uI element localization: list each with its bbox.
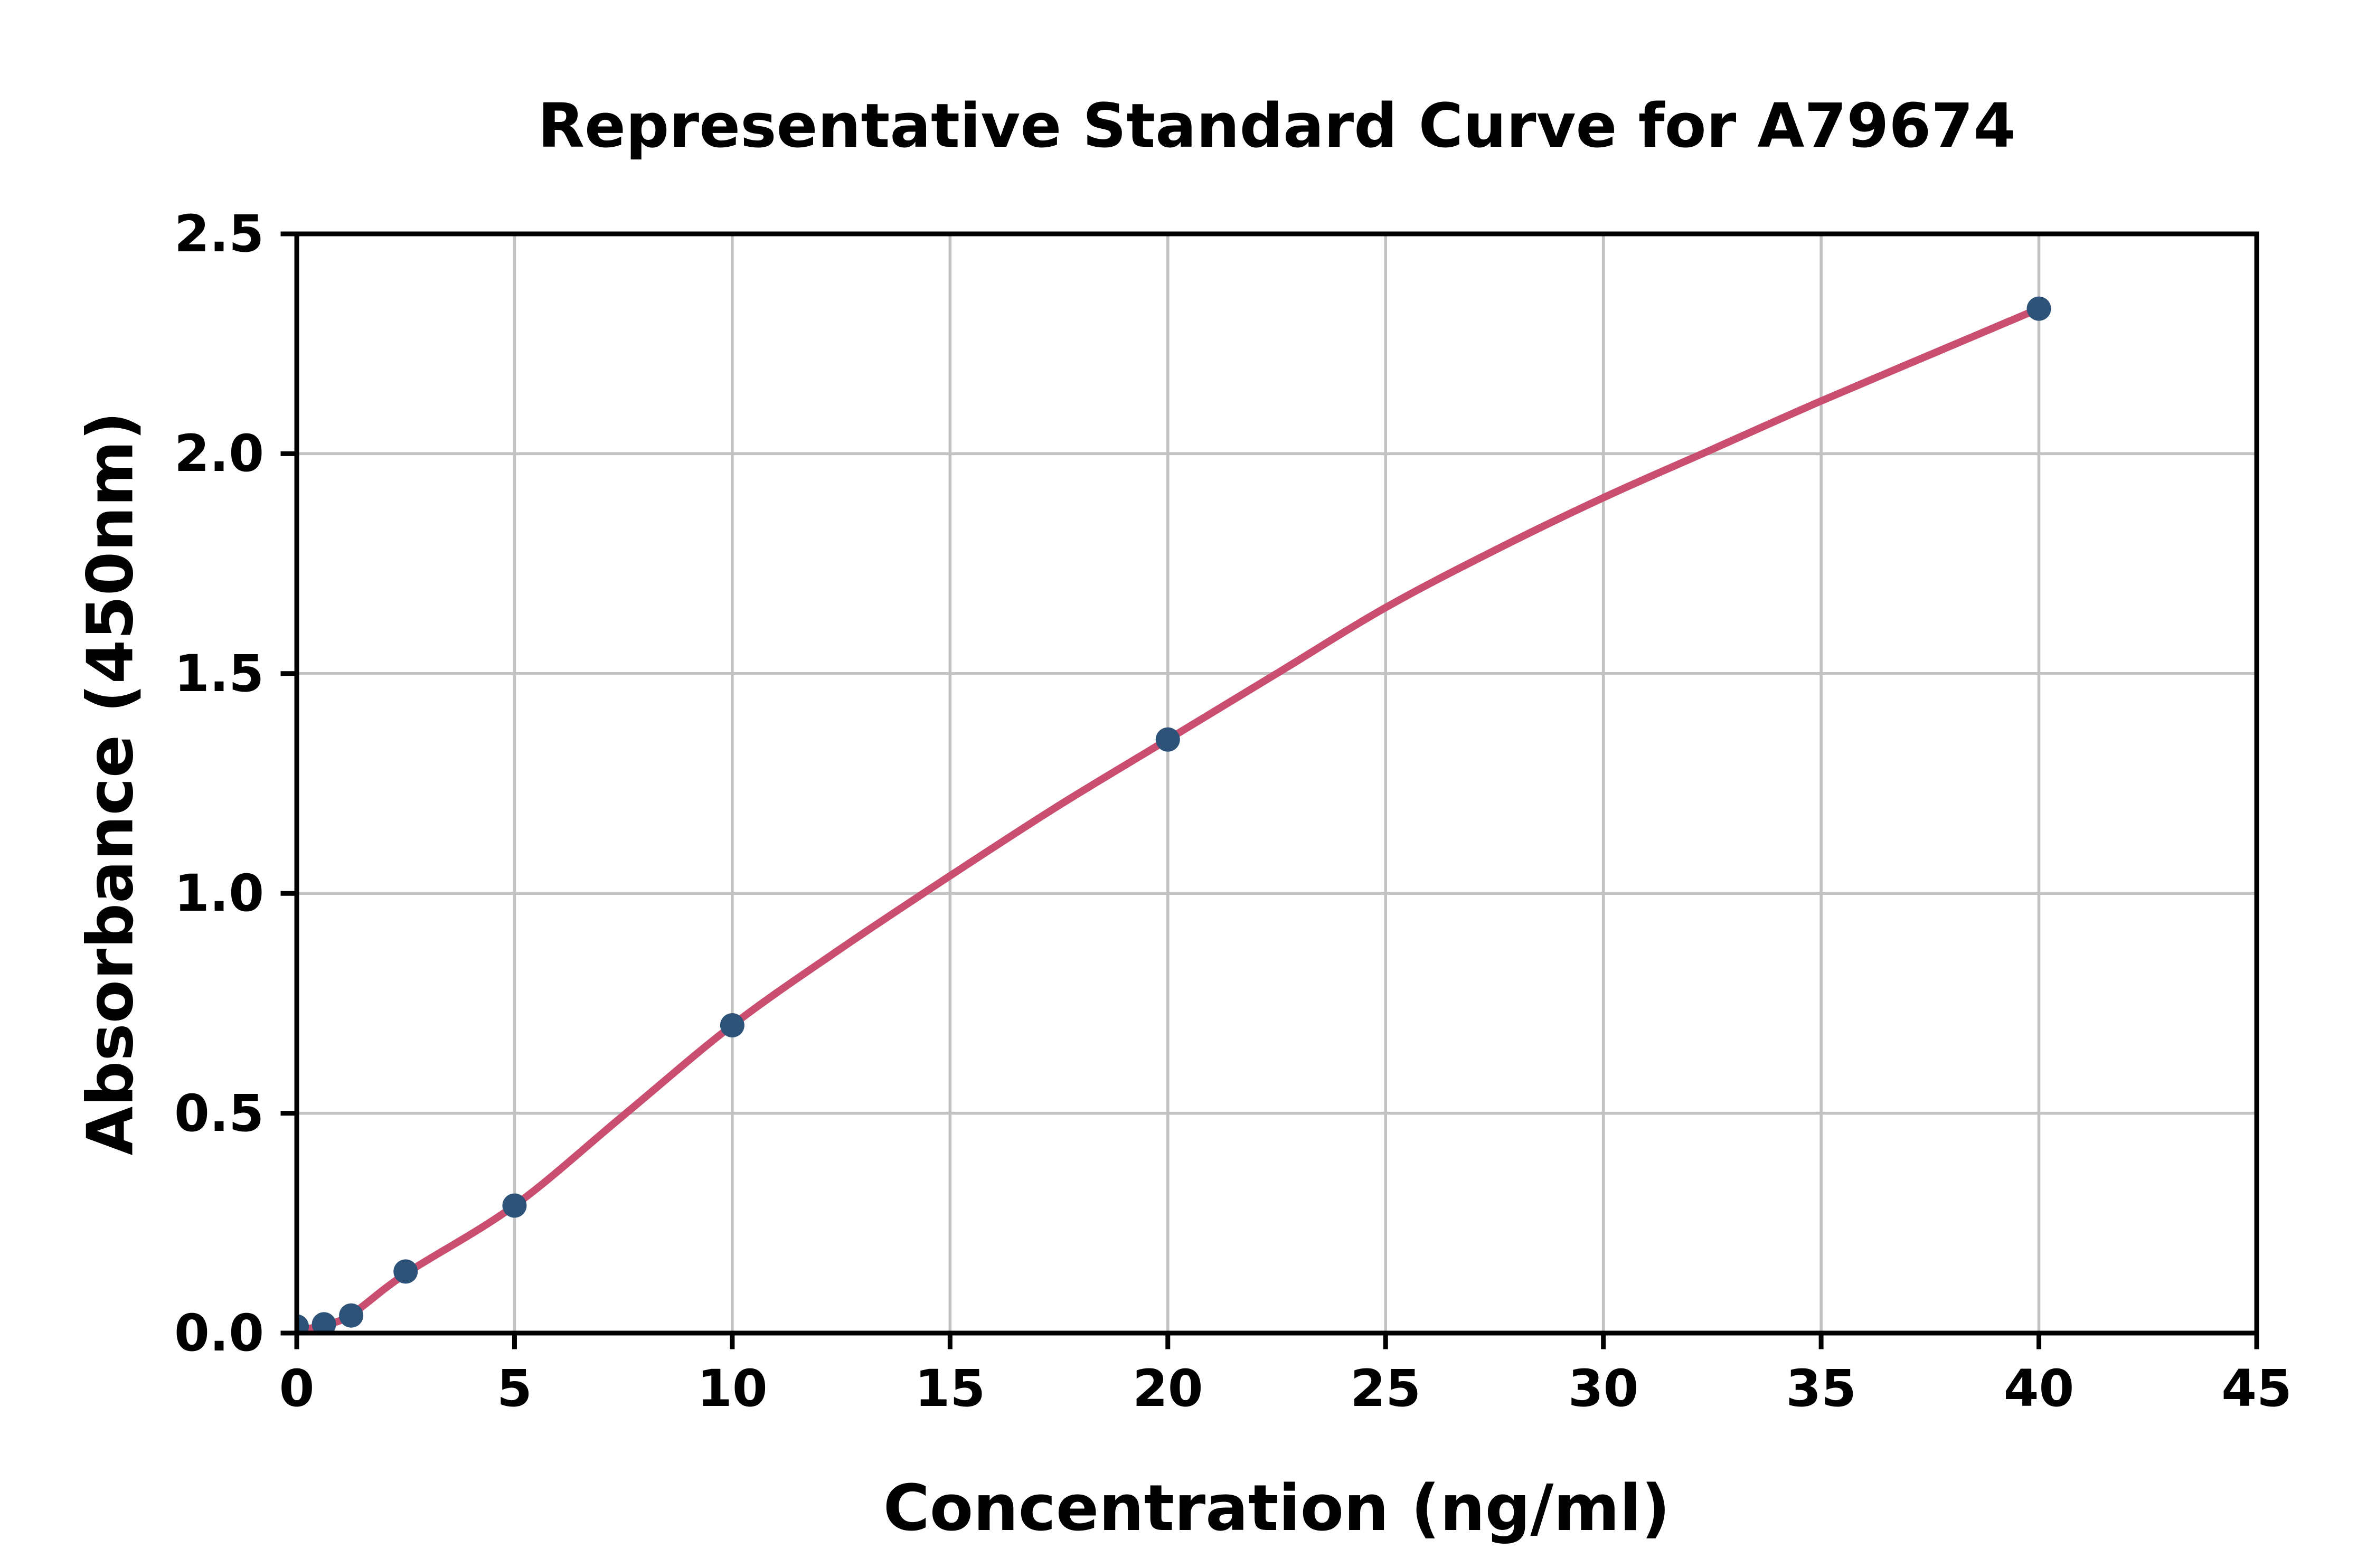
y-axis-label-text: Absorbance (450nm): [74, 411, 148, 1156]
y-tick-label: 1.5: [174, 644, 264, 703]
plot-border: [294, 231, 2259, 1336]
x-tick-label: 45: [2221, 1359, 2292, 1418]
x-tick-label: 30: [1568, 1359, 1639, 1418]
data-point-marker: [339, 1303, 364, 1328]
y-tick-label: 0.0: [174, 1303, 264, 1363]
data-point-marker: [1155, 727, 1180, 752]
x-tick-label: 25: [1350, 1359, 1421, 1418]
x-tick-label: 0: [279, 1359, 315, 1418]
data-point-marker: [720, 1013, 744, 1038]
plot-content: [297, 296, 2051, 1333]
y-tick-label: 1.0: [174, 864, 264, 923]
x-tick-label: 40: [2003, 1359, 2075, 1418]
x-tick-label: 5: [497, 1359, 532, 1418]
data-point-marker: [502, 1193, 527, 1218]
data-point-marker: [297, 1314, 309, 1333]
data-point-marker: [312, 1312, 336, 1333]
y-tick-label: 2.5: [174, 204, 264, 263]
data-point-marker: [393, 1259, 418, 1284]
data-point-marker: [2026, 296, 2051, 321]
y-tick-label: 2.0: [174, 424, 264, 484]
y-tick-label: 0.5: [174, 1083, 264, 1143]
x-tick-label: 35: [1786, 1359, 1856, 1418]
chart-title: Representative Standard Curve for A79674: [538, 91, 2016, 162]
x-tick-label: 15: [914, 1359, 986, 1418]
x-tick-label: 20: [1132, 1359, 1203, 1418]
x-tick-label: 10: [697, 1359, 768, 1418]
x-axis-label: Concentration (ng/ml): [883, 1472, 1671, 1545]
